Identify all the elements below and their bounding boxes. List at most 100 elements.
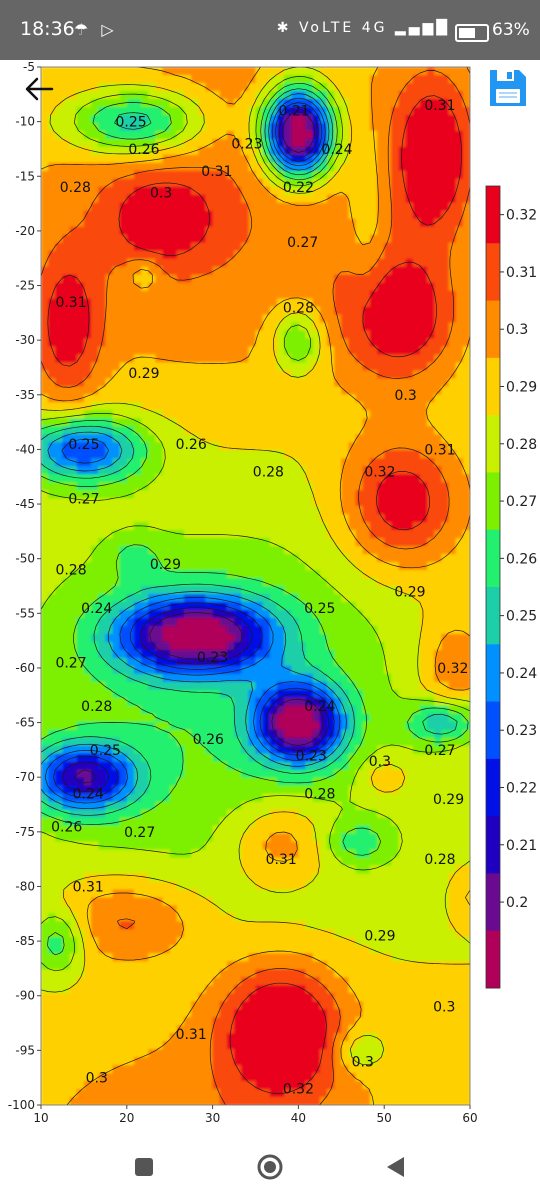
y-tick-label: -85: [15, 934, 35, 948]
battery-percent: 63%: [492, 20, 530, 40]
colorbar-segment: [486, 300, 500, 359]
y-tick-label: -65: [15, 716, 35, 730]
triangle-back-icon: [387, 1157, 404, 1177]
contour-label: 0.29: [364, 929, 395, 945]
y-tick-label: -20: [15, 224, 35, 238]
contour-label: 0.32: [364, 464, 395, 480]
contour-label: 0.32: [437, 661, 468, 677]
notification-icons: ☂ ▷: [74, 20, 118, 39]
nav-back-button[interactable]: [380, 1150, 410, 1180]
contour-label: 0.26: [176, 437, 207, 453]
x-tick-label: 40: [291, 1111, 306, 1125]
y-tick-label: -40: [15, 442, 35, 456]
contour-line: [41, 93, 347, 809]
contour-line: [41, 70, 470, 1105]
signal-icons: ✱ VoLTE 4G ▂▄▆█: [276, 20, 450, 36]
colorbar-segment: [486, 587, 500, 645]
colorbar-label: 0.31: [506, 265, 537, 281]
colorbar: 0.32 0.31 0.3 0.29 0.28 0.27 0.26 0.25 0.24 0.23 0…: [485, 185, 537, 989]
colorbar-segment: [486, 644, 500, 703]
contour-label: 0.26: [51, 819, 82, 835]
y-tick-label: -80: [15, 879, 35, 893]
colorbar-segment: [486, 873, 500, 932]
contour-label: 0.25: [90, 743, 121, 759]
colorbar-label: 0.25: [506, 609, 537, 625]
colorbar-label: 0.23: [506, 723, 537, 739]
contour-label: 0.24: [304, 699, 335, 715]
contour-label: 0.28: [60, 180, 91, 196]
contour-label: 0.28: [55, 563, 86, 579]
contour-label: 0.3: [86, 1071, 108, 1087]
x-axis: 10 20 30 40 50 60: [33, 1105, 478, 1125]
colorbar-label: 0.3: [506, 322, 528, 338]
contour-label: 0.25: [68, 437, 99, 453]
contour-label: 0.29: [150, 557, 181, 573]
y-tick-label: -50: [15, 552, 35, 566]
contour-label: 0.22: [283, 180, 314, 196]
contour-label: 0.24: [81, 601, 112, 617]
contour-label: 0.32: [283, 1082, 314, 1098]
contour-label: 0.28: [81, 699, 112, 715]
y-tick-label: -90: [15, 989, 35, 1003]
y-axis: -5 -10 -15 -20 -25 -30 -35 -40 -45 -50 -55 -60 -65 -7…: [8, 60, 41, 1112]
contour-label: 0.3: [150, 186, 172, 202]
contour-label: 0.23: [197, 650, 228, 666]
y-tick-label: -10: [15, 115, 35, 129]
contour-label: 0.3: [433, 1000, 455, 1016]
colorbar-segment: [486, 472, 500, 531]
contour-label: 0.3: [369, 754, 391, 770]
back-button[interactable]: [22, 72, 56, 106]
contour-label: 0.31: [55, 295, 86, 311]
circle-icon: [257, 1154, 283, 1180]
contour-label: 0.31: [73, 879, 104, 895]
y-tick-label: -5: [23, 60, 35, 74]
home-button[interactable]: [255, 1150, 285, 1180]
status-bar: 18:36 ☂ ▷ ✱ VoLTE 4G ▂▄▆█ 63%: [0, 0, 540, 60]
square-icon: [135, 1158, 153, 1176]
colorbar-segment: [486, 243, 500, 302]
contour-label: 0.27: [68, 492, 99, 508]
contour-label: 0.27: [124, 825, 155, 841]
contour-line: [44, 97, 341, 804]
contour-label: 0.31: [266, 852, 297, 868]
contour-labels: 0.25 0.26 0.28 0.3 0.31 0.23 0.21 0.24 0.22 0.27 0…: [51, 98, 468, 1097]
colorbar-label: 0.27: [506, 494, 537, 510]
contour-line: [47, 95, 463, 1094]
colorbar-segment: [486, 930, 500, 989]
colorbar-label: 0.29: [506, 380, 537, 396]
contour-label: 0.26: [128, 142, 159, 158]
recents-button[interactable]: [130, 1150, 160, 1180]
colorbar-segment: [486, 186, 500, 244]
contour-line: [41, 82, 469, 956]
contour-label: 0.27: [55, 655, 86, 671]
y-tick-label: -60: [15, 661, 35, 675]
contour-line: [41, 76, 470, 972]
colorbar-label: 0.28: [506, 437, 537, 453]
colorbar-segment: [486, 415, 500, 473]
contour-label: 0.25: [304, 601, 335, 617]
y-tick-label: -45: [15, 497, 35, 511]
colorbar-label: 0.21: [506, 838, 537, 854]
contour-label: 0.28: [253, 464, 284, 480]
contour-label: 0.28: [304, 787, 335, 803]
contour-line: [41, 88, 458, 816]
y-tick-label: -30: [15, 333, 35, 347]
contour-label: 0.27: [287, 235, 318, 251]
navigation-bar: [0, 1130, 540, 1200]
colorbar-label: 0.32: [506, 208, 537, 224]
x-tick-label: 20: [119, 1111, 134, 1125]
contour-label: 0.24: [73, 787, 104, 803]
y-tick-label: -35: [15, 388, 35, 402]
colorbar-label: 0.24: [506, 666, 537, 682]
save-button[interactable]: [486, 66, 530, 110]
contour-label: 0.3: [352, 1054, 374, 1070]
contour-label: 0.31: [201, 164, 232, 180]
contour-label: 0.27: [424, 743, 455, 759]
y-tick-label: -25: [15, 279, 35, 293]
colorbar-segment: [486, 701, 500, 760]
contour-label: 0.29: [394, 584, 425, 600]
contour-label: 0.25: [116, 115, 147, 131]
colorbar-label: 0.22: [506, 781, 537, 797]
x-tick-label: 30: [205, 1111, 220, 1125]
contour-fill: [41, 67, 470, 1105]
